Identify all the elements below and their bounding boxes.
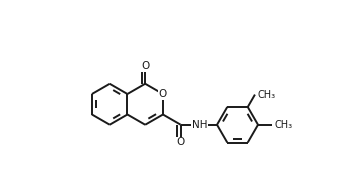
Text: NH: NH <box>192 120 207 130</box>
Text: O: O <box>159 89 167 99</box>
Text: CH₃: CH₃ <box>275 120 293 130</box>
Text: O: O <box>141 61 149 71</box>
Text: O: O <box>177 137 185 147</box>
Text: CH₃: CH₃ <box>257 90 275 100</box>
